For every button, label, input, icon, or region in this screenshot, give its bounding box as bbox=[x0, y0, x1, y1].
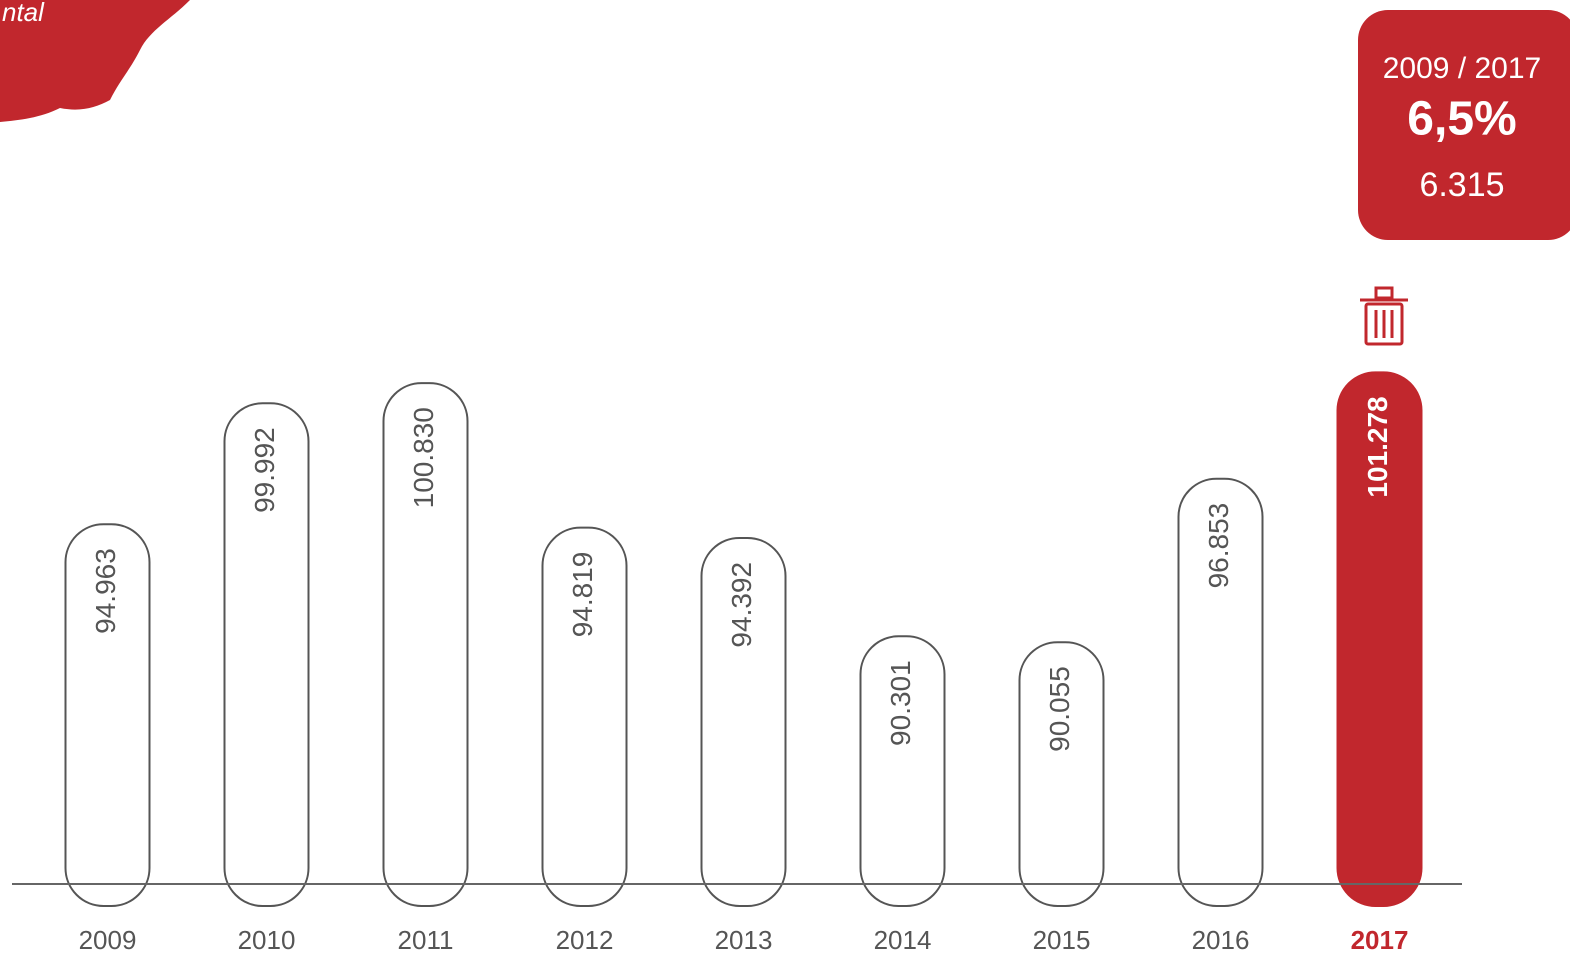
bar bbox=[541, 526, 628, 907]
bar bbox=[859, 635, 946, 908]
value-label: 96.853 bbox=[1203, 503, 1234, 589]
bar bbox=[64, 523, 151, 908]
trash-icon bbox=[1360, 286, 1408, 346]
bar bbox=[382, 382, 469, 907]
value-label: 94.819 bbox=[567, 552, 598, 638]
x-tick-label: 2012 bbox=[556, 925, 614, 955]
summary-change: 6,5% bbox=[1407, 93, 1516, 146]
plot: 94.963 2009 99.992 2010 100.830 2011 94.819 201… bbox=[64, 371, 1423, 955]
value-label: 90.301 bbox=[885, 660, 916, 746]
x-tick-label: 2013 bbox=[715, 925, 773, 955]
bar bbox=[1177, 477, 1264, 907]
summary-period: 2009 / 2017 bbox=[1383, 52, 1541, 85]
bar bbox=[1018, 641, 1105, 907]
value-label: 100.830 bbox=[408, 407, 439, 508]
bar bbox=[223, 402, 310, 907]
summary-box bbox=[1358, 10, 1570, 240]
bar bbox=[1336, 371, 1423, 907]
summary-difference: 6.315 bbox=[1419, 166, 1504, 204]
x-tick-label: 2015 bbox=[1033, 925, 1091, 955]
value-label: 99.992 bbox=[249, 427, 280, 513]
corner-text: ntal bbox=[2, 0, 45, 27]
value-label: 101.278 bbox=[1362, 396, 1393, 497]
bar bbox=[700, 536, 787, 907]
value-label: 90.055 bbox=[1044, 666, 1075, 752]
value-label: 94.392 bbox=[726, 562, 757, 648]
x-tick-label: 2009 bbox=[79, 925, 137, 955]
x-tick-label: 2016 bbox=[1192, 925, 1250, 955]
corner-splash bbox=[0, 0, 190, 122]
x-tick-label: 2014 bbox=[874, 925, 932, 955]
x-tick-label: 2011 bbox=[398, 925, 454, 955]
value-label: 94.963 bbox=[90, 548, 121, 634]
x-tick-label: 2010 bbox=[238, 925, 296, 955]
x-tick-label: 2017 bbox=[1351, 925, 1409, 955]
